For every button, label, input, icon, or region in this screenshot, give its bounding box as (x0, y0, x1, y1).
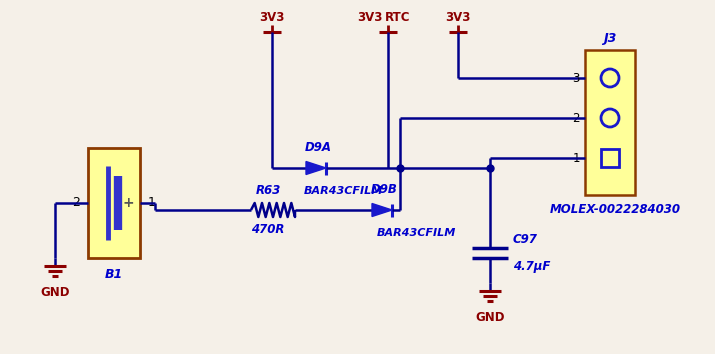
Bar (88, 148, 140, 258)
Text: GND: GND (475, 311, 505, 324)
Bar (601, 149, 619, 167)
Text: 3V3: 3V3 (260, 11, 285, 24)
Text: B1: B1 (105, 268, 123, 281)
Polygon shape (306, 161, 326, 175)
Text: 1: 1 (573, 152, 580, 165)
Text: 1: 1 (148, 196, 156, 210)
Text: +: + (122, 196, 134, 210)
Text: D9A: D9A (305, 141, 332, 154)
Text: R63: R63 (255, 184, 280, 197)
Text: 3V3: 3V3 (445, 11, 470, 24)
Text: RTC: RTC (385, 11, 410, 24)
Text: D9B: D9B (370, 183, 398, 196)
Text: J3: J3 (603, 32, 616, 45)
Text: BAR43CFILM: BAR43CFILM (377, 228, 456, 238)
Text: 3: 3 (573, 72, 580, 85)
Text: MOLEX-0022284030: MOLEX-0022284030 (550, 203, 681, 216)
Polygon shape (372, 204, 392, 217)
Text: C97: C97 (513, 233, 538, 246)
Text: BAR43CFILM: BAR43CFILM (304, 186, 383, 196)
Text: 470R: 470R (251, 223, 285, 236)
Text: 4.7μF: 4.7μF (513, 260, 551, 273)
Text: 3V3: 3V3 (358, 11, 383, 24)
Text: GND: GND (40, 286, 70, 299)
Text: 2: 2 (72, 196, 80, 210)
Bar (585, 50, 635, 195)
Text: 2: 2 (573, 112, 580, 125)
